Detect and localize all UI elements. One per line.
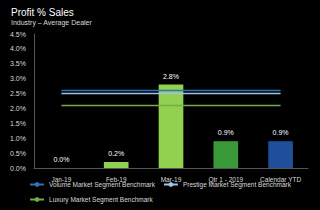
svg-text:0.9%: 0.9% [273,129,289,136]
svg-text:Mar-19: Mar-19 [161,176,182,183]
svg-text:2.0%: 2.0% [10,105,26,112]
svg-text:1.0%: 1.0% [10,135,26,142]
svg-text:Jan-19: Jan-19 [51,176,72,183]
svg-text:Calendar YTD: Calendar YTD [260,176,302,183]
svg-text:0.2%: 0.2% [108,150,124,157]
svg-text:2.5%: 2.5% [10,90,26,97]
svg-text:0.0%: 0.0% [53,156,69,163]
svg-text:3.5%: 3.5% [10,60,26,67]
svg-text:Prestige Market Segment Benchm: Prestige Market Segment Benchmark [183,181,292,189]
svg-text:Profit % Sales: Profit % Sales [11,7,74,18]
svg-text:3.0%: 3.0% [10,75,26,82]
svg-text:4.5%: 4.5% [10,31,26,38]
svg-text:1.5%: 1.5% [10,120,26,127]
svg-text:Qtr 1 - 2019: Qtr 1 - 2019 [208,176,244,183]
svg-text:2.8%: 2.8% [163,73,179,80]
svg-text:0.5%: 0.5% [10,150,26,157]
svg-text:Volume Market Segment Benchmar: Volume Market Segment Benchmark [49,181,156,189]
svg-text:4.0%: 4.0% [10,45,26,52]
svg-text:0.0%: 0.0% [10,165,26,172]
svg-text:Luxury Market Segment Benchmar: Luxury Market Segment Benchmark [49,196,153,204]
svg-text:0.9%: 0.9% [218,129,234,136]
svg-text:Industry – Average Dealer: Industry – Average Dealer [11,19,92,27]
svg-text:Feb-19: Feb-19 [105,176,127,183]
